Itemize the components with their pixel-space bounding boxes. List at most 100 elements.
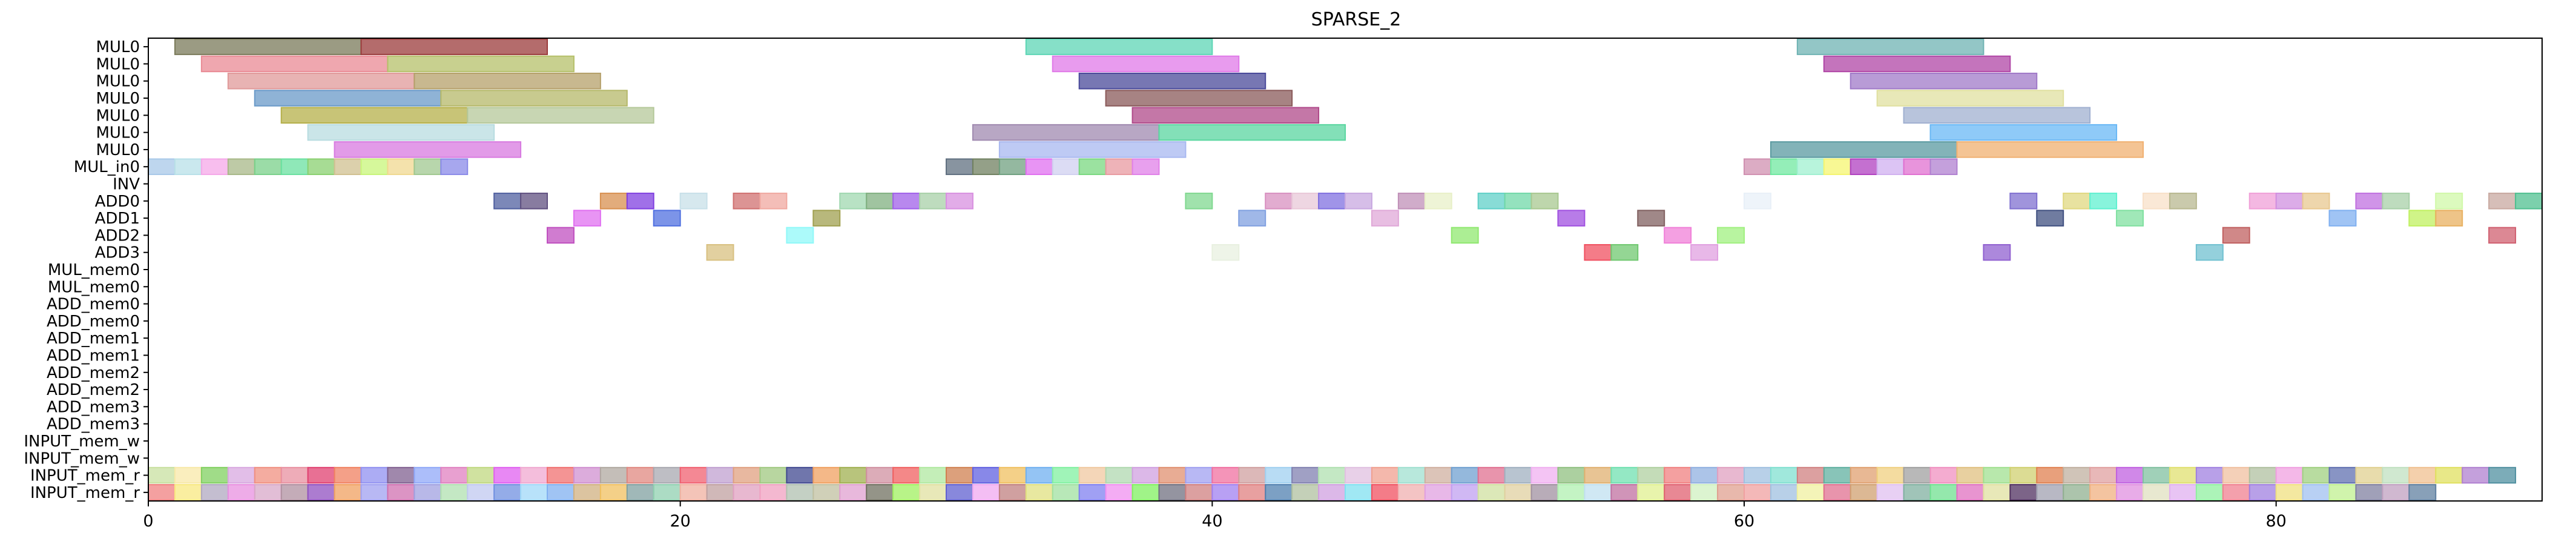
mem-read-bar xyxy=(946,484,973,501)
task-bar xyxy=(307,124,495,141)
task-bar xyxy=(334,158,362,175)
mem-read-bar xyxy=(2063,484,2091,501)
mem-read-bar xyxy=(1424,466,1452,484)
task-bar xyxy=(1105,90,1293,107)
task-bar xyxy=(1345,193,1372,210)
task-bar xyxy=(2408,210,2437,227)
y-tick-label: ADD3 xyxy=(95,244,140,262)
mem-read-bar xyxy=(2009,484,2038,501)
y-tick-label: ADD_mem1 xyxy=(47,330,140,348)
task-bar xyxy=(2089,193,2118,210)
mem-read-bar xyxy=(2222,484,2250,501)
mem-read-bar xyxy=(892,484,921,501)
mem-read-bar xyxy=(1929,466,1958,484)
task-bar xyxy=(2169,193,2197,210)
mem-read-bar xyxy=(919,466,947,484)
task-bar xyxy=(2248,193,2277,210)
task-bar xyxy=(2036,210,2064,227)
mem-read-bar xyxy=(733,466,761,484)
mem-read-bar xyxy=(174,466,202,484)
mem-read-bar xyxy=(467,484,495,501)
x-tick-label: 0 xyxy=(143,512,153,531)
task-bar xyxy=(2328,210,2357,227)
mem-read-bar xyxy=(307,466,335,484)
mem-read-bar xyxy=(599,484,628,501)
task-bar xyxy=(946,158,973,175)
task-bar xyxy=(360,158,389,175)
y-tick-label: MUL0 xyxy=(96,38,140,56)
task-bar xyxy=(387,158,415,175)
mem-read-bar xyxy=(839,484,868,501)
task-bar xyxy=(1876,158,1905,175)
y-tick-label: INV xyxy=(113,176,140,194)
task-bar xyxy=(1185,193,1213,210)
mem-read-bar xyxy=(280,466,309,484)
mem-read-bar xyxy=(1185,484,1213,501)
mem-read-bar xyxy=(2036,484,2064,501)
mem-read-bar xyxy=(1451,484,1479,501)
task-bar xyxy=(1796,158,1825,175)
mem-read-bar xyxy=(440,484,469,501)
mem-read-bar xyxy=(573,484,601,501)
task-bar xyxy=(1451,227,1479,244)
mem-read-bar xyxy=(626,466,654,484)
mem-read-bar xyxy=(1956,484,1985,501)
task-bar xyxy=(1770,141,1958,158)
mem-read-bar xyxy=(2036,466,2064,484)
mem-read-bar xyxy=(493,466,522,484)
task-bar xyxy=(1850,158,1878,175)
mem-read-bar xyxy=(547,484,575,501)
mem-read-bar xyxy=(599,466,628,484)
mem-read-bar xyxy=(1850,466,1878,484)
task-bar xyxy=(1132,107,1320,124)
task-bar xyxy=(892,193,921,210)
mem-read-bar xyxy=(1052,466,1080,484)
task-bar xyxy=(2063,193,2091,210)
task-bar xyxy=(733,193,761,210)
task-bar xyxy=(1983,244,2011,261)
mem-read-bar xyxy=(1956,466,1985,484)
y-tick-label: ADD_mem3 xyxy=(47,416,140,434)
mem-read-bar xyxy=(520,466,548,484)
task-bar xyxy=(493,193,522,210)
mem-read-bar xyxy=(1132,484,1160,501)
task-bar xyxy=(1584,244,1612,261)
mem-read-bar xyxy=(334,466,362,484)
mem-read-bar xyxy=(2328,466,2357,484)
mem-read-bar xyxy=(653,466,681,484)
task-bar xyxy=(1530,193,1559,210)
task-bar xyxy=(387,55,575,73)
task-bar xyxy=(1504,193,1532,210)
mem-read-bar xyxy=(1345,484,1372,501)
task-bar xyxy=(1025,38,1213,55)
task-bar xyxy=(1876,90,2064,107)
y-tick-label: ADD_mem2 xyxy=(47,381,140,399)
mem-read-bar xyxy=(2408,466,2437,484)
mem-read-bar xyxy=(413,466,442,484)
task-bar xyxy=(200,158,229,175)
mem-read-bar xyxy=(440,466,469,484)
mem-read-bar xyxy=(1876,466,1905,484)
y-tick-label: MUL0 xyxy=(96,107,140,125)
mem-read-bar xyxy=(1530,466,1559,484)
task-bar xyxy=(1052,158,1080,175)
mem-read-bar xyxy=(1318,484,1346,501)
mem-read-bar xyxy=(998,466,1027,484)
y-tick-label: INPUT_mem_r xyxy=(30,467,140,485)
task-bar xyxy=(1850,73,2038,90)
x-tick-label: 20 xyxy=(670,512,690,531)
mem-read-bar xyxy=(2328,484,2357,501)
task-bar xyxy=(280,158,309,175)
mem-read-bar xyxy=(1557,484,1586,501)
mem-read-bar xyxy=(1770,466,1798,484)
mem-read-bar xyxy=(1504,484,1532,501)
mem-read-bar xyxy=(2382,484,2410,501)
x-axis: 0 20 40 60 80 xyxy=(143,501,2287,531)
task-bar xyxy=(467,107,654,124)
mem-read-bar xyxy=(1690,466,1719,484)
task-bar xyxy=(254,90,442,107)
mem-read-bar xyxy=(2195,484,2224,501)
mem-read-bar xyxy=(2169,466,2197,484)
task-bar xyxy=(706,244,734,261)
